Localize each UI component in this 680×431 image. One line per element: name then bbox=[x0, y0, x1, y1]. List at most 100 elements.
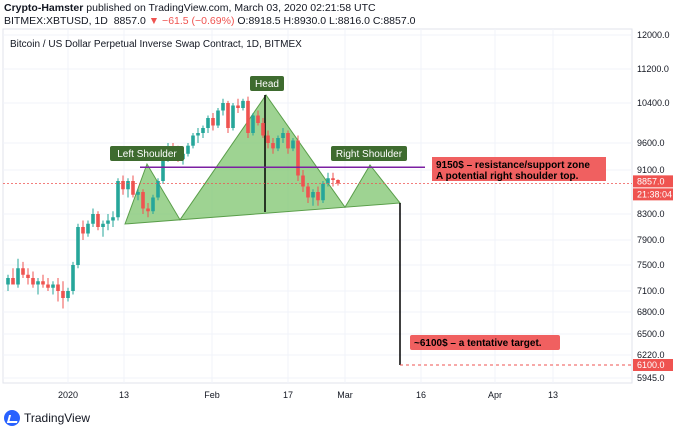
y-tick-label: 10400.0 bbox=[637, 98, 670, 108]
candle-body bbox=[61, 291, 65, 298]
candle-body bbox=[331, 178, 335, 181]
candle-body bbox=[26, 274, 30, 278]
y-tick-label: 6800.0 bbox=[637, 307, 665, 317]
x-tick-label: 2020 bbox=[58, 390, 78, 400]
candle-body bbox=[231, 105, 235, 128]
resistance-note-line2: A potential right shoulder top. bbox=[436, 171, 579, 182]
pattern-triangle bbox=[178, 94, 346, 221]
x-tick-label: Mar bbox=[337, 390, 353, 400]
candle-body bbox=[156, 181, 160, 198]
right-shoulder-label-text: Right Shoulder bbox=[336, 149, 403, 160]
footer: TradingView bbox=[4, 410, 90, 426]
y-tick-label: 6500.0 bbox=[637, 329, 665, 339]
open-value: O:8918.5 bbox=[237, 15, 281, 27]
target-price-tag-box bbox=[633, 359, 673, 371]
author-name[interactable]: Crypto-Hamster bbox=[4, 2, 84, 14]
x-tick-label: Feb bbox=[204, 390, 220, 400]
candle-body bbox=[96, 214, 100, 227]
candle-body bbox=[241, 100, 245, 108]
candles bbox=[6, 96, 340, 309]
candle-body bbox=[76, 227, 80, 265]
candle-body bbox=[206, 118, 210, 128]
candle-body bbox=[201, 128, 205, 133]
candle-body bbox=[6, 278, 10, 285]
candle-body bbox=[261, 123, 265, 136]
candle-body bbox=[226, 103, 230, 128]
candle-body bbox=[106, 220, 110, 224]
x-tick-label: 13 bbox=[548, 390, 558, 400]
candle-body bbox=[311, 192, 315, 198]
candle-body bbox=[321, 183, 325, 201]
y-tick-label: 7500.0 bbox=[637, 260, 665, 270]
candle-body bbox=[126, 181, 130, 190]
candle-body bbox=[141, 192, 145, 209]
candle-body bbox=[71, 265, 75, 291]
candle-body bbox=[281, 133, 285, 138]
candle-body bbox=[136, 192, 140, 195]
candle-body bbox=[101, 223, 105, 227]
candle-body bbox=[306, 186, 310, 198]
candle-body bbox=[196, 133, 200, 136]
candle-body bbox=[81, 227, 85, 234]
tradingview-logo-icon bbox=[4, 410, 20, 426]
candle-body bbox=[286, 133, 290, 149]
candle-body bbox=[36, 281, 40, 285]
candle-body bbox=[116, 181, 120, 218]
candle-body bbox=[16, 268, 20, 285]
candle-body bbox=[296, 140, 300, 176]
candle-body bbox=[151, 197, 155, 212]
pattern-triangle bbox=[344, 164, 401, 208]
y-tick-label: 7100.0 bbox=[637, 286, 665, 296]
x-tick-label: 16 bbox=[416, 390, 426, 400]
candle-body bbox=[56, 284, 60, 291]
y-tick-label: 9600.0 bbox=[637, 138, 665, 148]
y-tick-label: 6220.0 bbox=[637, 350, 665, 360]
target-note-text: ~6100$ – a tentative target. bbox=[414, 338, 542, 349]
time-axis: 2020 13 Feb 17 Mar 16 Apr 13 bbox=[58, 390, 558, 400]
candle-body bbox=[121, 181, 125, 190]
candle-body bbox=[211, 118, 215, 126]
chart-title: Bitcoin / US Dollar Perpetual Inverse Sw… bbox=[10, 39, 302, 50]
left-shoulder-label-box bbox=[110, 146, 184, 161]
candle-body bbox=[336, 180, 340, 184]
candle-body bbox=[216, 110, 220, 126]
candle-body bbox=[46, 284, 50, 288]
candle-body bbox=[256, 115, 260, 123]
candle-body bbox=[186, 145, 190, 154]
close-value: C:8857.0 bbox=[372, 15, 416, 27]
head-label-text: Head bbox=[255, 79, 279, 90]
candle-body bbox=[191, 135, 195, 146]
last-price-tag-text: 8857.0 bbox=[637, 176, 665, 186]
candle-body bbox=[161, 156, 165, 181]
y-tick-label: 8300.0 bbox=[637, 209, 665, 219]
candle-body bbox=[316, 192, 320, 201]
candle-body bbox=[236, 105, 240, 108]
candle-body bbox=[111, 217, 115, 221]
price-axis: 12000.0 11200.0 10400.0 9600.0 9100.0 8300.0 7… bbox=[633, 30, 673, 383]
price-change: ▼ −61.5 (−0.69%) bbox=[148, 15, 235, 27]
candle-body bbox=[131, 181, 135, 195]
candle-body bbox=[51, 284, 55, 288]
y-tick-label: 7900.0 bbox=[637, 235, 665, 245]
head-and-shoulders-pattern bbox=[124, 94, 401, 225]
left-shoulder-label-text: Left Shoulder bbox=[117, 149, 177, 160]
candle-body bbox=[66, 291, 70, 298]
candle-body bbox=[326, 178, 330, 184]
x-tick-label: 17 bbox=[283, 390, 293, 400]
annotations: Left Shoulder Head Right Shoulder 9150$ – r… bbox=[3, 76, 632, 366]
right-shoulder-label-box bbox=[331, 146, 407, 161]
candle-body bbox=[251, 115, 255, 133]
candle-body bbox=[41, 281, 45, 285]
candle-body bbox=[266, 135, 270, 143]
brand-label[interactable]: TradingView bbox=[24, 411, 91, 425]
candle-body bbox=[11, 278, 15, 285]
candle-body bbox=[301, 175, 305, 187]
pattern-triangle bbox=[124, 162, 181, 225]
candle-body bbox=[221, 103, 225, 111]
publish-header: Crypto-Hamster published on TradingView.… bbox=[4, 2, 376, 14]
y-tick-label: 11200.0 bbox=[637, 64, 669, 74]
candle-body bbox=[246, 100, 250, 133]
candle-body bbox=[86, 223, 90, 234]
candle-body bbox=[276, 138, 280, 149]
